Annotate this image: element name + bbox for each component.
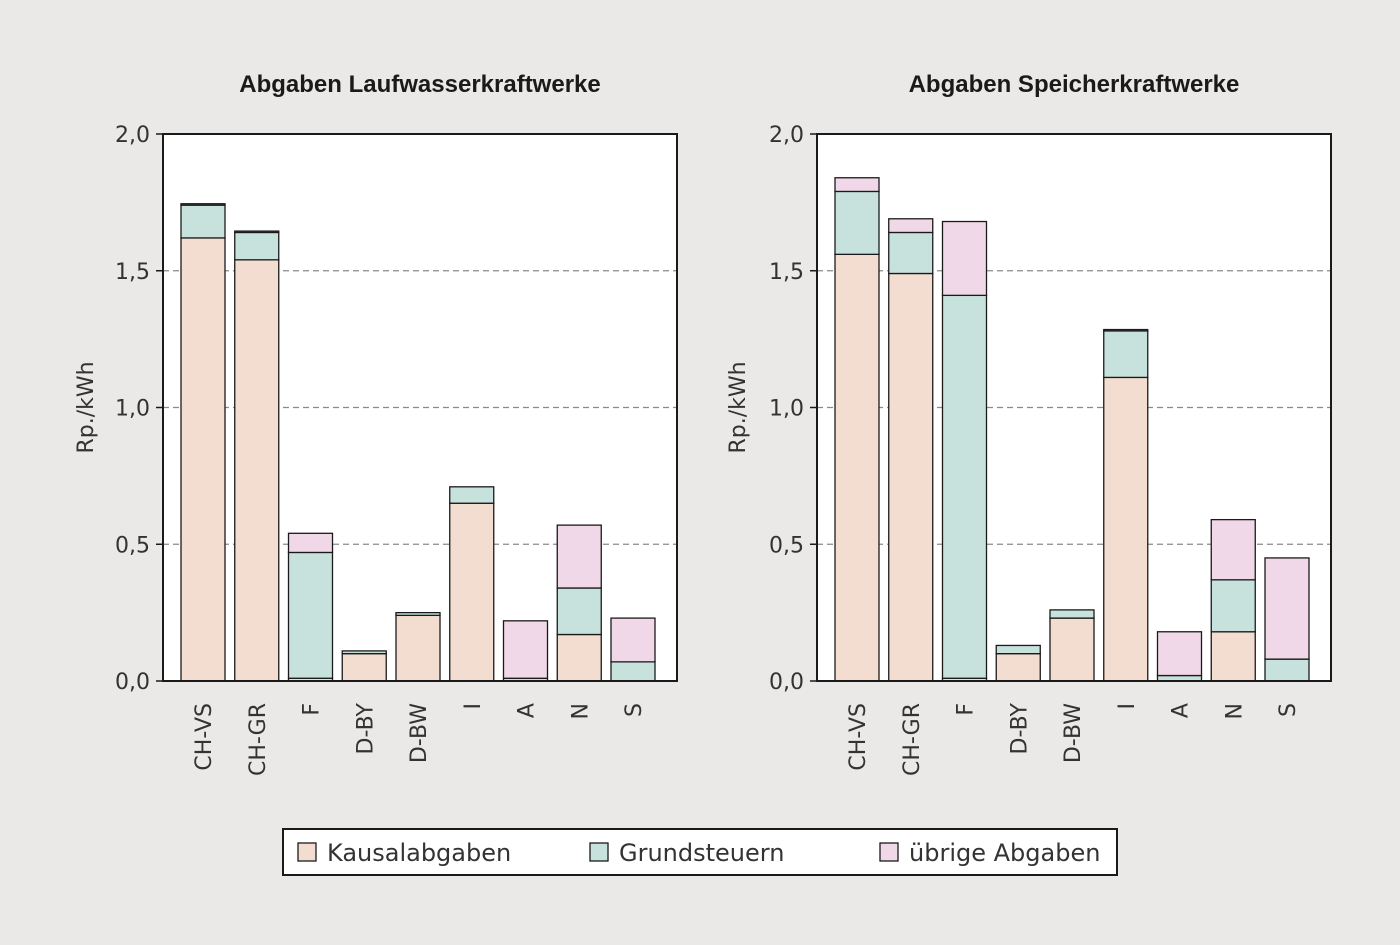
category-label: D-BW — [1061, 703, 1086, 763]
y-tick-label: 1,5 — [769, 260, 804, 285]
bar-segment-uebrige — [1264, 557, 1310, 660]
bar-segment-kausal — [1210, 631, 1256, 682]
y-tick-label: 1,0 — [769, 397, 804, 422]
bar-segment-grund — [449, 486, 495, 504]
bar-segment-kausal — [180, 237, 226, 682]
category-label: D-BY — [1007, 702, 1032, 754]
bar-segment-kausal — [834, 253, 880, 682]
bar-segment-uebrige — [1156, 631, 1203, 677]
category-label: F — [300, 703, 325, 716]
bar-segment-grund — [1103, 330, 1149, 379]
category-label: CH-VS — [846, 703, 871, 771]
bar-segment-uebrige — [502, 620, 549, 679]
bar-segment-grund — [180, 204, 226, 239]
legend: Kausalabgaben Grundsteuern übrige Abgaben — [282, 828, 1118, 876]
category-label: N — [568, 703, 593, 719]
category-label: CH-GR — [900, 703, 925, 776]
legend-swatch-uebrige — [879, 842, 899, 862]
category-label: D-BW — [407, 703, 432, 763]
category-label: S — [622, 703, 647, 717]
bar-segment-uebrige — [180, 203, 226, 206]
bar-segment-grund — [888, 231, 934, 275]
legend-swatch-kausal — [297, 842, 317, 862]
y-tick-label: 2,0 — [769, 123, 804, 148]
bar-segment-kausal — [995, 653, 1041, 682]
bar-segment-kausal — [449, 502, 495, 682]
y-tick-label: 0,5 — [769, 533, 804, 558]
bar-segment-uebrige — [1103, 328, 1149, 332]
category-label: I — [1115, 703, 1140, 710]
bar-segment-grund — [995, 644, 1041, 655]
bar-segment-kausal — [234, 259, 280, 682]
bar-segment-grund — [1210, 579, 1256, 633]
category-label: CH-GR — [246, 703, 271, 776]
category-label: A — [515, 703, 540, 718]
bar-segment-grund — [1049, 609, 1095, 619]
bar-segment-kausal — [1103, 376, 1149, 682]
bar-segment-uebrige — [234, 230, 280, 234]
y-tick-label: 0,0 — [769, 670, 804, 695]
category-label: CH-VS — [192, 703, 217, 771]
bar-segment-grund — [834, 190, 880, 255]
legend-label-grund: Grundsteuern — [619, 839, 784, 867]
legend-box — [282, 828, 1118, 876]
chart-panel: CH-VS CH-GR F D-BY D-BW I A N S 0,0 0,5 1,0 1,5 2,0 Ab… — [726, 71, 1332, 776]
bar-segment-grund — [234, 231, 280, 261]
chart-panel: CH-VS CH-GR F D-BY D-BW I A N S 0,0 0,5 1,0 1,5 2,0 Ab… — [74, 71, 678, 776]
y-tick-label: 1,5 — [115, 260, 150, 285]
category-label: I — [461, 703, 486, 710]
bar-segment-uebrige — [834, 177, 880, 193]
bar-segment-grund — [1264, 658, 1310, 682]
legend-swatch-grund — [589, 842, 609, 862]
y-tick-label: 2,0 — [115, 123, 150, 148]
bar-segment-uebrige — [287, 532, 334, 554]
bar-segment-uebrige — [888, 218, 934, 234]
category-label: A — [1169, 703, 1194, 718]
y-tick-label: 0,5 — [115, 533, 150, 558]
y-tick-label: 1,0 — [115, 397, 150, 422]
legend-label-kausal: Kausalabgaben — [327, 839, 511, 867]
y-tick-label: 0,0 — [115, 670, 150, 695]
category-label: N — [1222, 703, 1247, 719]
chart-panels: CH-VS CH-GR F D-BY D-BW I A N S 0,0 0,5 1,0 1,5 2,0 Ab… — [74, 71, 1332, 776]
category-label: D-BY — [353, 702, 378, 754]
y-axis-label: Rp./kWh — [726, 361, 751, 453]
legend-label-uebrige: übrige Abgaben — [909, 839, 1100, 867]
bar-segment-grund — [941, 294, 988, 679]
bar-segment-uebrige — [610, 617, 656, 663]
bar-segment-grund — [610, 661, 656, 682]
bar-segment-grund — [341, 650, 387, 655]
bar-segment-kausal — [888, 272, 934, 682]
bar-segment-grund — [395, 611, 441, 617]
bar-segment-uebrige — [941, 220, 988, 297]
bar-segment-grund — [556, 587, 602, 636]
bar-segment-kausal — [341, 653, 387, 682]
bar-segment-uebrige — [556, 524, 602, 589]
bar-segment-kausal — [556, 633, 602, 682]
bar-segment-uebrige — [1210, 518, 1256, 581]
chart-title: Abgaben Speicherkraftwerke — [909, 71, 1240, 98]
bar-segment-kausal — [1049, 617, 1095, 682]
category-label: S — [1276, 703, 1301, 717]
chart-title: Abgaben Laufwasserkraftwerke — [239, 71, 600, 98]
y-axis-label: Rp./kWh — [74, 361, 99, 453]
bar-segment-grund — [287, 551, 334, 679]
category-label: F — [954, 703, 979, 716]
bar-segment-kausal — [395, 614, 441, 682]
